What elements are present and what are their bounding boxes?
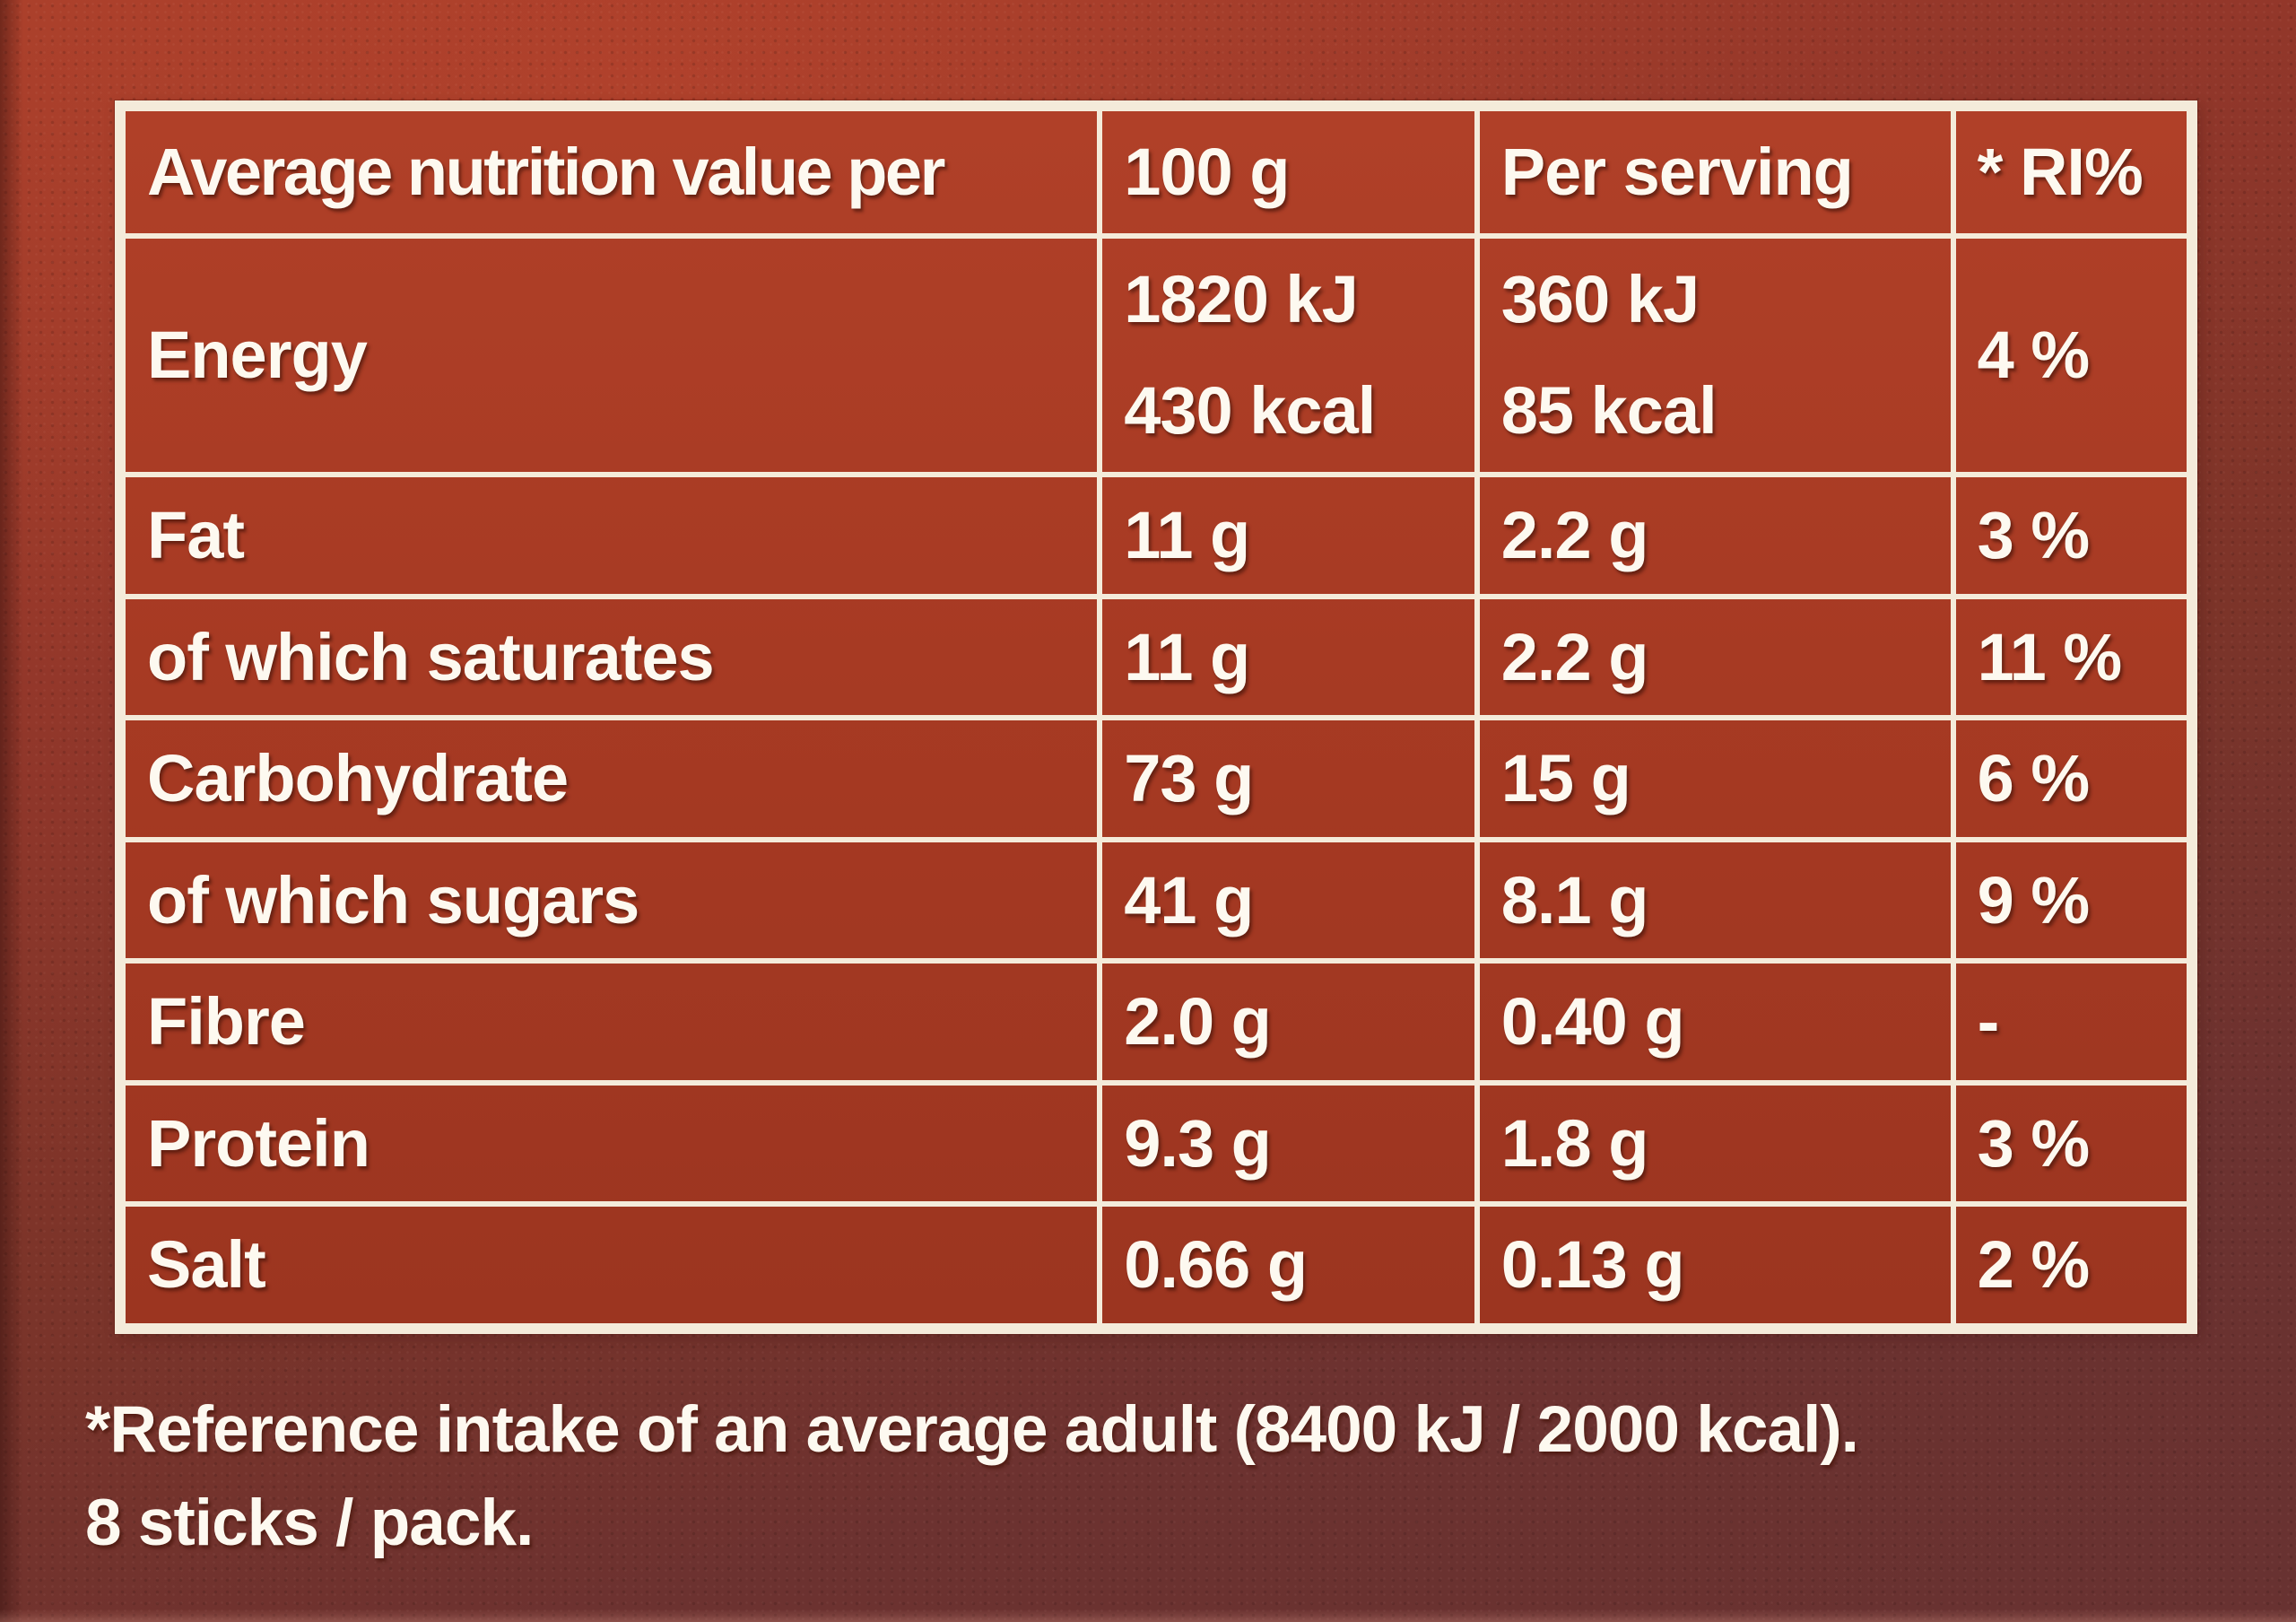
per-serving-cell: 0.13 g (1480, 1207, 1956, 1324)
table-row-fat: Fat 11 g 2.2 g 3 % (126, 477, 2187, 599)
table-row-fibre: Fibre 2.0 g 0.40 g - (126, 964, 2187, 1086)
ri-cell: 3 % (1956, 1086, 2187, 1202)
per-100g-value-kcal: 430 kcal (1124, 373, 1376, 448)
ri-value: 4 % (1977, 318, 2091, 393)
header-per-serving: Per serving (1500, 135, 1854, 210)
nutrient-label: Fibre (147, 984, 306, 1060)
nutrient-label: Salt (147, 1227, 266, 1303)
nutrient-label: Fat (147, 497, 245, 572)
header-per-100g-cell: 100 g (1102, 111, 1480, 233)
per-100g-value-kj: 1820 kJ (1124, 262, 1358, 337)
header-label-cell: Average nutrition value per (126, 111, 1103, 233)
per-100g-value: 9.3 g (1124, 1105, 1272, 1181)
ri-cell: 9 % (1956, 842, 2187, 959)
nutrient-label: Carbohydrate (147, 741, 569, 816)
per-serving-value: 2.2 g (1500, 497, 1649, 572)
per-100g-value: 11 g (1124, 497, 1250, 572)
per-serving-value: 0.40 g (1500, 984, 1685, 1060)
per-serving-value-kcal: 85 kcal (1500, 373, 1718, 448)
per-serving-cell: 360 kJ 85 kcal (1480, 239, 1956, 472)
ri-value: - (1977, 984, 2000, 1060)
ri-value: 2 % (1977, 1227, 2091, 1303)
table-header-row: Average nutrition value per 100 g Per se… (126, 111, 2187, 239)
nutrient-label-cell: Salt (126, 1207, 1103, 1324)
ri-cell: - (1956, 964, 2187, 1080)
ri-cell: 6 % (1956, 720, 2187, 837)
nutrient-label-cell: of which sugars (126, 842, 1103, 959)
table-row-energy: Energy 1820 kJ 430 kcal 360 kJ 85 kcal 4… (126, 239, 2187, 477)
per-100g-cell: 0.66 g (1102, 1207, 1480, 1324)
reference-intake-footnote: *Reference intake of an average adult (8… (85, 1383, 2256, 1569)
ri-value: 3 % (1977, 1105, 2091, 1181)
per-serving-value: 8.1 g (1500, 862, 1649, 937)
per-serving-cell: 0.40 g (1480, 964, 1956, 1080)
per-serving-value: 2.2 g (1500, 619, 1649, 694)
nutrient-label: Energy (147, 318, 368, 393)
ri-cell: 2 % (1956, 1207, 2187, 1323)
ri-cell: 4 % (1956, 239, 2187, 472)
per-100g-cell: 11 g (1102, 477, 1480, 594)
per-serving-cell: 2.2 g (1480, 477, 1956, 594)
table-row-protein: Protein 9.3 g 1.8 g 3 % (126, 1085, 2187, 1208)
ri-value: 6 % (1977, 741, 2091, 816)
table-row-salt: Salt 0.66 g 0.13 g 2 % (126, 1207, 2187, 1324)
footnote-line-1: *Reference intake of an average adult (8… (85, 1393, 1859, 1466)
per-100g-cell: 1820 kJ 430 kcal (1102, 239, 1480, 472)
nutrient-label-cell: Protein (126, 1085, 1103, 1202)
per-serving-cell: 1.8 g (1480, 1085, 1956, 1202)
per-serving-cell: 8.1 g (1480, 842, 1956, 959)
per-100g-value: 41 g (1124, 862, 1254, 937)
nutrition-table: Average nutrition value per 100 g Per se… (115, 100, 2197, 1334)
per-100g-value: 2.0 g (1124, 984, 1272, 1060)
per-100g-value: 0.66 g (1124, 1227, 1308, 1303)
header-ri-percent: * RI% (1977, 135, 2144, 210)
per-serving-cell: 15 g (1480, 720, 1956, 837)
nutrient-label: Protein (147, 1105, 370, 1181)
per-100g-value: 11 g (1124, 619, 1250, 694)
ri-cell: 11 % (1956, 599, 2187, 716)
table-row-carbohydrate: Carbohydrate 73 g 15 g 6 % (126, 720, 2187, 842)
nutrient-label-cell: Fat (126, 477, 1103, 594)
per-100g-cell: 41 g (1102, 842, 1480, 959)
ri-value: 3 % (1977, 497, 2091, 572)
per-100g-cell: 11 g (1102, 598, 1480, 716)
per-serving-value: 0.13 g (1500, 1227, 1685, 1303)
per-100g-cell: 73 g (1102, 720, 1480, 837)
header-per-serving-cell: Per serving (1480, 111, 1956, 233)
per-100g-cell: 9.3 g (1102, 1085, 1480, 1202)
per-100g-value: 73 g (1124, 741, 1254, 816)
nutrient-label-cell: Fibre (126, 964, 1103, 1080)
nutrient-label-cell: of which saturates (126, 598, 1103, 716)
header-ri-cell: * RI% (1956, 111, 2187, 233)
ri-value: 9 % (1977, 862, 2091, 937)
per-serving-value: 15 g (1500, 741, 1631, 816)
header-per-100g: 100 g (1124, 135, 1290, 210)
ri-value: 11 % (1977, 619, 2123, 694)
nutrient-label-cell: Energy (126, 239, 1103, 472)
per-serving-value-kj: 360 kJ (1500, 262, 1700, 337)
ri-cell: 3 % (1956, 477, 2187, 594)
per-serving-value: 1.8 g (1500, 1105, 1649, 1181)
footnote-line-2: 8 sticks / pack. (85, 1486, 534, 1559)
table-row-saturates: of which saturates 11 g 2.2 g 11 % (126, 598, 2187, 721)
per-serving-cell: 2.2 g (1480, 598, 1956, 716)
per-100g-cell: 2.0 g (1102, 964, 1480, 1080)
table-row-sugars: of which sugars 41 g 8.1 g 9 % (126, 842, 2187, 964)
nutrient-label-cell: Carbohydrate (126, 720, 1103, 837)
nutrient-label: of which saturates (147, 619, 715, 694)
nutrient-label: of which sugars (147, 862, 639, 937)
header-label: Average nutrition value per (147, 135, 945, 210)
